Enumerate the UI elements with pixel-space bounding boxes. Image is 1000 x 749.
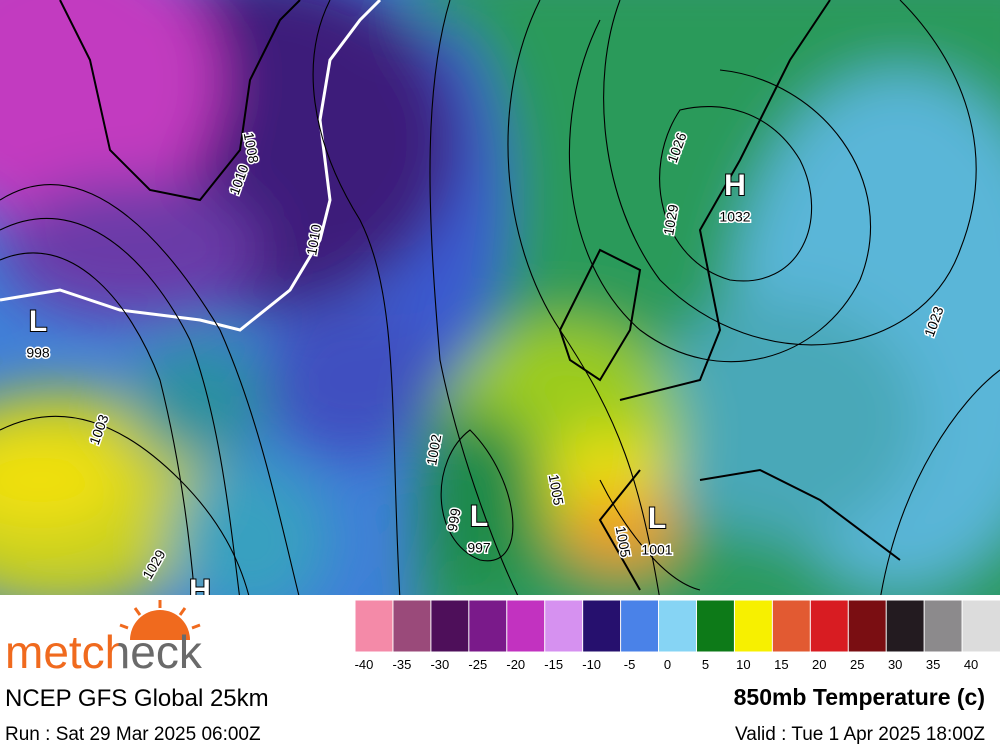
legend-swatch <box>544 599 584 653</box>
legend-label: -15 <box>544 657 563 672</box>
legend-label: 20 <box>812 657 826 672</box>
legend-label: 35 <box>926 657 940 672</box>
legend-swatch <box>809 599 850 653</box>
legend-swatch <box>923 599 964 653</box>
pressure-symbol: H <box>189 574 211 607</box>
legend-label: 25 <box>850 657 864 672</box>
pressure-value: 1032 <box>719 209 750 225</box>
legend-swatch <box>582 599 622 653</box>
legend-label: 30 <box>888 657 902 672</box>
legend-swatch <box>733 599 774 653</box>
legend-swatch <box>392 599 432 653</box>
pressure-symbol: L <box>29 305 47 338</box>
logo: metcheck <box>5 600 203 678</box>
legend-label: -10 <box>582 657 601 672</box>
pressure-symbol: L <box>648 502 666 535</box>
legend-swatch <box>695 599 736 653</box>
field-name: 850mb Temperature (c) <box>734 684 985 710</box>
legend-label: 0 <box>664 657 671 672</box>
legend-swatch <box>468 599 508 653</box>
legend-label: -30 <box>430 657 449 672</box>
legend-label: -5 <box>624 657 636 672</box>
pressure-symbol: L <box>470 500 488 533</box>
legend-label: 40 <box>964 657 978 672</box>
legend-swatch <box>885 599 926 653</box>
legend-swatch <box>430 599 470 653</box>
brand: metcheck <box>5 626 203 678</box>
legend-swatch <box>658 599 698 653</box>
model-name: NCEP GFS Global 25km <box>5 685 269 712</box>
legend-swatch <box>771 599 812 653</box>
legend-swatch <box>847 599 888 653</box>
legend: -40 -35 -30 -25 -20 -15 -10 -5 0 5 10 15 20 25 30 35 40 <box>354 599 1000 672</box>
run-time: Run : Sat 29 Mar 2025 06:00Z <box>5 724 261 745</box>
legend-label: -25 <box>468 657 487 672</box>
pressure-symbol: H <box>724 169 746 202</box>
legend-label: 10 <box>736 657 750 672</box>
valid-time: Valid : Tue 1 Apr 2025 18:00Z <box>735 724 985 745</box>
legend-swatch <box>961 599 1000 653</box>
legend-swatch <box>354 599 394 653</box>
legend-swatch <box>506 599 546 653</box>
pressure-value: 998 <box>26 345 50 361</box>
legend-label: -20 <box>506 657 525 672</box>
legend-label: 5 <box>702 657 709 672</box>
legend-label: -40 <box>355 657 374 672</box>
legend-label: 15 <box>774 657 788 672</box>
isobar-label: 999 <box>444 507 464 533</box>
map: H1032L997L1001L998H102610291002999100510… <box>0 0 1000 607</box>
legend-swatch <box>620 599 660 653</box>
pressure-value: 1001 <box>641 542 672 558</box>
pressure-value: 997 <box>467 540 491 556</box>
legend-label: -35 <box>393 657 412 672</box>
